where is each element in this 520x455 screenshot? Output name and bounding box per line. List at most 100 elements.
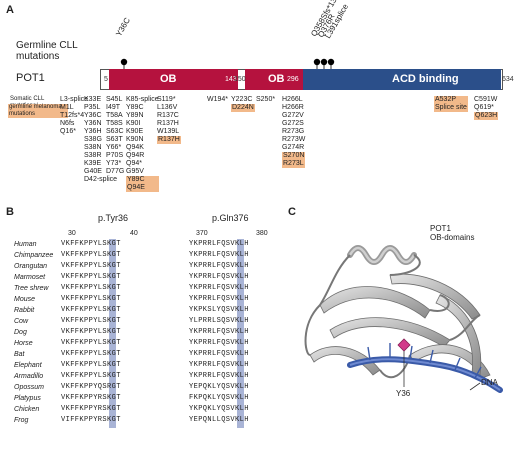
mut-item: Y66* [106,144,122,151]
structure-title: POT1 OB-domains [430,224,474,242]
species-label: Mouse [14,296,36,303]
dna-pointer [469,382,481,391]
species-label: Horse [14,340,33,347]
conserved-column-gln376 [237,239,244,428]
mut-item: Y36C [84,112,102,119]
mut-item: Q619* [474,104,494,111]
region2-label: p.Gln376 [212,213,249,223]
tick-30: 30 [68,230,76,237]
sequence-row: YKPRRLFQSVKLH [189,361,249,369]
domain1-label: OB [160,73,177,85]
mut-item-germline: Q623H [474,112,499,120]
y36-residue [397,338,411,387]
mut-item: P70S [106,152,124,159]
lollipop-q358 [313,58,321,66]
mut-item-germline: S270N [282,152,306,160]
mut-col-10: A532P Splice site [434,96,468,112]
mut-item: S250* [256,96,276,103]
mut-item: Y89C [126,104,144,111]
domain2-label: OB [268,73,285,85]
alignment-region2: YKPRRLFQSVKLH YKPRRLFQSVKLH YKPRRLFQSVKL… [189,239,249,426]
mut-item: R273G [282,128,305,135]
acd-domain [303,69,501,90]
dna-strand [347,343,503,393]
sequence-row: YEPQNLLQSVKLH [189,416,249,424]
mut-item: W139L [157,128,180,135]
domain3-end: 634 [502,76,514,83]
mut-item: H266R [282,104,304,111]
sequence-row: VKFFKPPYQSRGT [61,383,121,391]
lollipop-q376 [320,58,328,66]
sequence-row: VKFFKPPYLSKGT [61,361,121,369]
sequence-row: VIFFKPPYRSKGT [61,416,121,424]
mut-item: Y36H [84,128,102,135]
species-label: Platypus [14,395,41,402]
mut-item: M1L [60,104,74,111]
species-label: Frog [14,417,29,424]
mut-item: S63T [106,136,123,143]
conserved-column-tyr36 [109,239,116,428]
mut-item: H266L [282,96,303,103]
mut-item: Y223C [231,96,253,103]
mut-item-germline: R273L [282,160,306,168]
species-label: Marmoset [14,274,46,281]
mut-item: Y36N [84,120,102,127]
sequence-row: VKFFKPPYLSKGT [61,339,121,347]
mut-item-germline: R137H [157,136,181,144]
species-label: Chimpanzee [14,252,54,259]
mut-item-germline: A532P [434,96,468,104]
mut-col-3: S45L I49T T58A T58S S63C S63T Y66* P70S … [106,96,124,176]
mut-item: Y89N [126,112,144,119]
mut-item: R273W [282,136,306,143]
species-label: Opossum [14,384,44,391]
mut-item: Q94* [126,160,142,167]
dna-label: DNA [481,378,498,387]
helix-highlight [348,246,416,264]
sequence-row: YKPRRLFQSVKLH [189,262,249,270]
mut-item: Y73* [106,160,122,167]
sequence-row: VKFFKPPYLSKGT [61,350,121,358]
domain2-end: 296 [287,76,299,83]
sequence-row: VKFFKPPYLSKGT [61,372,121,380]
mut-col-8: S250* [256,96,275,104]
sequence-row: YKPRRLFQSVKLH [189,350,249,358]
sequence-row: FKPQKLYQSVKLH [189,394,249,402]
mut-item: Q94R [126,152,145,159]
sequence-row: VKFFKPPYLSKGT [61,295,121,303]
mut-item: N6fs [60,120,75,127]
mut-col-7: Y223C D224N [231,96,255,112]
mut-item: C591W [474,96,498,103]
mut-item: Q94K [126,144,144,151]
mut-item: K90N [126,136,144,143]
mut-item: K33E [84,96,102,103]
mut-item: D77G [106,168,125,175]
loops [304,254,481,379]
tick-380: 380 [256,230,268,237]
species-list: Human Chimpanzee Orangutan Marmoset Tree… [14,239,53,426]
mut-col-5: S119* L136V R137C R137H W139L R137H [157,96,181,144]
lollipop-y36c [120,58,128,66]
tick-40: 40 [130,230,138,237]
species-label: Elephant [14,362,42,369]
domain1-end: 143 [225,76,237,83]
mut-item: I49T [106,104,121,111]
mut-item: T58A [106,112,123,119]
mut-item: T12fs*4 [60,112,85,119]
mut-item: K85-splice [126,96,159,103]
panel-c-label: C [288,206,296,218]
ob-domain-2 [245,69,303,90]
mut-item: S38R [84,152,102,159]
domain3-label: ACD binding [392,73,459,85]
sequence-row: VKFFKPPYRSKGT [61,405,121,413]
sequence-row: YKPRRLFQSVKLH [189,328,249,336]
species-label: Chicken [14,406,40,413]
structure-title-line2: OB-domains [430,233,475,242]
sequence-row: VKFFKPPYLSKGT [61,262,121,270]
y36-label: Y36 [396,389,411,398]
panel-b-label: B [6,206,14,218]
mut-item: L3-splice [60,96,89,103]
sequence-row: VKFFKPPYLSKGT [61,240,121,248]
mut-item: S119* [157,96,176,103]
protein-name: POT1 [16,72,45,84]
mut-item: Q16* [60,128,76,135]
